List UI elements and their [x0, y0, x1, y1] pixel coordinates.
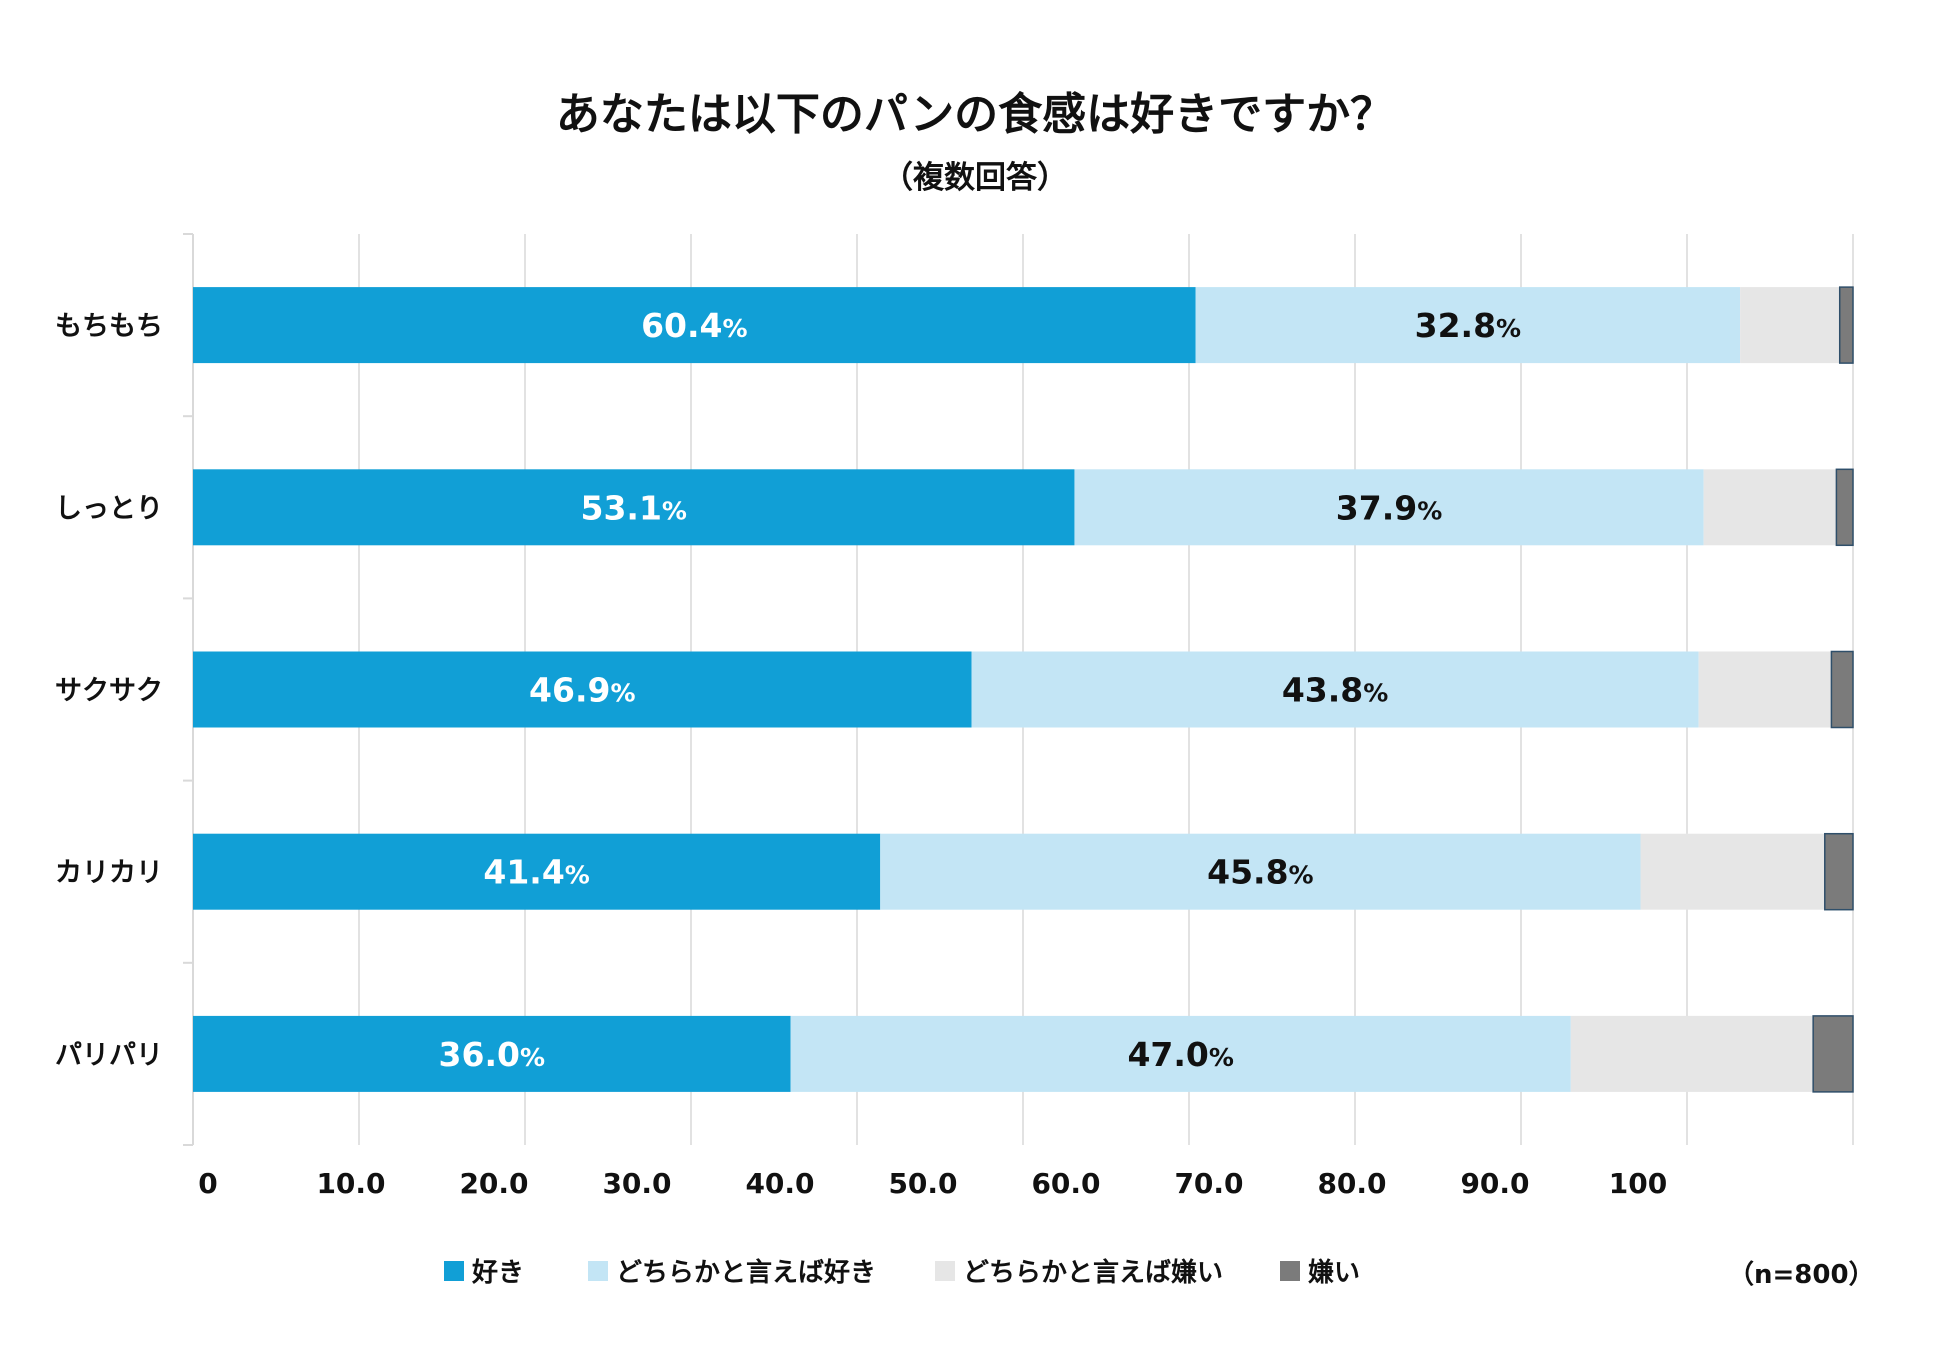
bar-somewhat-dislike	[1740, 287, 1840, 364]
x-tick-label: 0	[198, 1167, 217, 1200]
x-tick-label: 40.0	[745, 1167, 814, 1200]
bar-like	[193, 469, 1075, 546]
data-label-like: 36.0%	[439, 1035, 545, 1074]
x-tick-label: 80.0	[1317, 1167, 1386, 1200]
data-label-somewhat-like: 37.9%	[1336, 488, 1442, 527]
legend-swatch-dislike	[1280, 1260, 1300, 1281]
bar-like	[193, 1015, 791, 1092]
bar-dislike	[1835, 468, 1854, 547]
legend-item-somewhat-dislike: どちらかと言えば嫌い	[935, 1252, 1223, 1289]
bar-somewhat-dislike	[1698, 651, 1832, 728]
x-tick-label: 60.0	[1031, 1167, 1100, 1200]
legend-label-somewhat-like: どちらかと言えば好き	[616, 1258, 877, 1288]
bar-somewhat-like	[971, 651, 1699, 728]
legend-label-like: 好き	[472, 1258, 525, 1288]
legend-label-dislike: 嫌い	[1308, 1258, 1361, 1288]
stacked-bar-chart: もちもち 60.4% 32.8% しっとり 53.1% 37.9% サクサク 46.9% 43.…	[55, 233, 1854, 1200]
data-label-like: 60.4%	[641, 306, 747, 345]
legend-item-somewhat-like: どちらかと言えば好き	[588, 1252, 876, 1289]
category-label: カリカリ	[55, 858, 163, 889]
x-tick-label: 20.0	[459, 1167, 528, 1200]
category-label: しっとり	[55, 493, 163, 524]
bar-somewhat-dislike	[1640, 833, 1825, 910]
chart-title: あなたは以下のパンの食感は好きですか？	[555, 89, 1395, 140]
legend-swatch-somewhat-dislike	[935, 1260, 955, 1281]
bar-like	[193, 833, 881, 910]
bar-dislike	[1838, 286, 1854, 364]
data-label-somewhat-like: 43.8%	[1282, 671, 1388, 710]
legend-label-somewhat-dislike: どちらかと言えば嫌い	[963, 1258, 1224, 1288]
bar-like	[193, 651, 972, 728]
legend: 好き どちらかと言えば好き どちらかと言えば嫌い 嫌い	[0, 1252, 1950, 1292]
category-label: もちもち	[55, 311, 163, 342]
data-label-somewhat-like: 45.8%	[1207, 853, 1313, 892]
legend-item-dislike: 嫌い	[1280, 1252, 1360, 1289]
legend-item-like: 好き	[444, 1252, 524, 1289]
bar-somewhat-dislike	[1703, 469, 1837, 546]
x-tick-label: 30.0	[602, 1167, 671, 1200]
data-label-like: 41.4%	[483, 853, 589, 892]
bar-dislike	[1830, 650, 1854, 729]
bar-like	[193, 287, 1196, 364]
x-tick-label: 100	[1609, 1167, 1667, 1200]
category-label: サクサク	[55, 676, 163, 707]
data-label-somewhat-like: 47.0%	[1127, 1035, 1233, 1074]
x-tick-label: 70.0	[1174, 1167, 1243, 1200]
x-tick-label: 50.0	[888, 1167, 957, 1200]
bar-somewhat-like	[1074, 469, 1704, 546]
data-label-like: 53.1%	[580, 488, 686, 527]
bar-somewhat-like	[1195, 287, 1741, 364]
chart-subtitle: （複数回答）	[882, 160, 1068, 196]
sample-size-note: （n=800）	[1728, 1260, 1875, 1290]
bar-dislike	[1824, 832, 1854, 911]
legend-swatch-like	[444, 1260, 464, 1281]
bar-somewhat-like	[790, 1015, 1571, 1092]
data-label-like: 46.9%	[529, 671, 635, 710]
bar-dislike	[1812, 1015, 1854, 1093]
category-label: パリパリ	[55, 1040, 163, 1071]
x-tick-label: 90.0	[1460, 1167, 1529, 1200]
data-label-somewhat-like: 32.8%	[1415, 306, 1521, 345]
x-tick-label: 10.0	[316, 1167, 385, 1200]
bar-somewhat-like	[880, 833, 1641, 910]
bar-somewhat-dislike	[1570, 1015, 1814, 1092]
legend-swatch-somewhat-like	[588, 1260, 608, 1281]
